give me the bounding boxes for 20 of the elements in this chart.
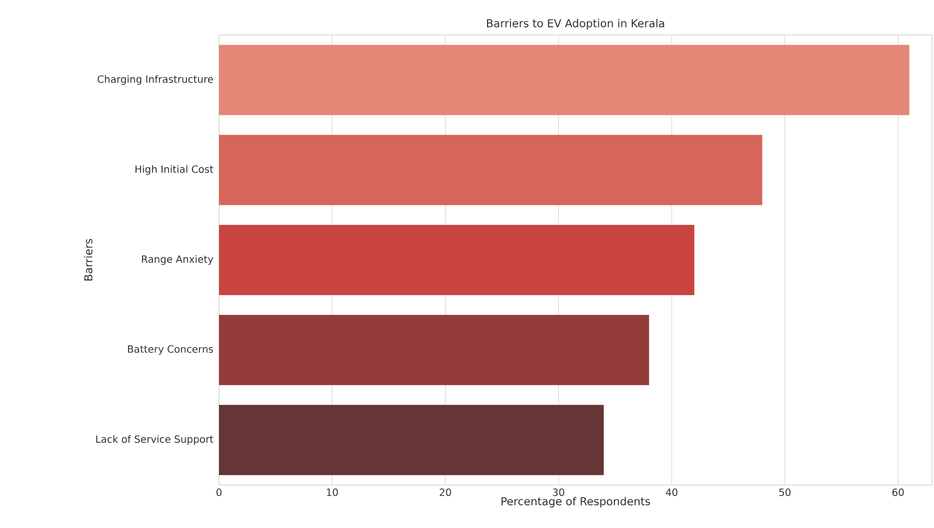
bar — [219, 134, 762, 206]
y-tick-label: Range Anxiety — [142, 255, 214, 265]
bar — [219, 314, 650, 386]
x-tick-label: 0 — [216, 488, 222, 496]
y-axis-title: Barriers — [84, 239, 92, 280]
x-tick-label: 10 — [326, 488, 338, 496]
y-tick-label: High Initial Cost — [136, 165, 214, 175]
x-tick-label: 60 — [892, 488, 904, 496]
x-tick-label: 40 — [666, 488, 678, 496]
x-tick-label: 30 — [552, 488, 564, 496]
x-tick-label: 20 — [440, 488, 452, 496]
chart-title: Barriers to EV Adoption in Kerala — [487, 18, 664, 30]
bar — [219, 404, 604, 476]
bar — [219, 224, 694, 296]
y-tick-label: Battery Concerns — [128, 345, 214, 355]
bar — [219, 44, 910, 116]
y-tick-label: Lack of Service Support — [96, 435, 214, 445]
x-axis-title: Percentage of Respondents — [502, 496, 650, 508]
x-tick-label: 50 — [779, 488, 791, 496]
y-tick-label: Charging Infrastructure — [98, 75, 213, 85]
